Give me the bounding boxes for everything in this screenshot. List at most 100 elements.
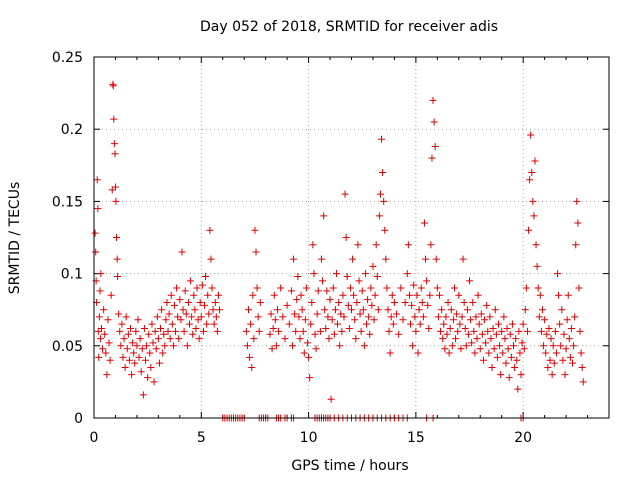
data-point [150, 378, 158, 386]
data-point [418, 298, 426, 306]
data-point [123, 345, 131, 353]
data-point [541, 316, 549, 324]
data-point [470, 327, 478, 335]
data-point [304, 339, 312, 347]
data-point [500, 313, 508, 321]
data-point [133, 342, 141, 350]
data-point [94, 327, 102, 335]
y-tick-labels: 0 0.05 0.1 0.15 0.2 0.25 [52, 50, 83, 427]
data-point [388, 291, 396, 299]
data-point [403, 270, 411, 278]
data-point [410, 281, 418, 289]
data-point [530, 212, 538, 220]
data-point [182, 310, 190, 318]
y-tick-label: 0.1 [61, 267, 83, 283]
data-point [130, 349, 138, 357]
data-point [472, 313, 480, 321]
data-point [409, 342, 417, 350]
data-point [544, 363, 552, 371]
data-point [469, 298, 477, 306]
data-point [526, 176, 534, 184]
data-point [98, 324, 106, 332]
data-point [213, 327, 221, 335]
data-point [360, 342, 368, 350]
data-point [161, 342, 169, 350]
data-point [540, 342, 548, 350]
data-point [460, 298, 468, 306]
data-point [478, 330, 486, 338]
grid-lines [94, 57, 609, 418]
data-point [314, 287, 322, 295]
data-point [552, 349, 560, 357]
data-point [302, 284, 310, 292]
data-point [433, 284, 441, 292]
data-point [570, 342, 578, 350]
data-point [117, 342, 125, 350]
data-point [154, 335, 162, 343]
data-point [194, 316, 202, 324]
y-tick-label: 0.15 [52, 194, 83, 210]
data-point [434, 313, 442, 321]
data-point [531, 157, 539, 165]
data-point [483, 301, 491, 309]
data-point [288, 342, 296, 350]
data-point [146, 349, 154, 357]
data-point [446, 324, 454, 332]
data-point [338, 327, 346, 335]
x-tick-label: 0 [90, 430, 99, 446]
data-point [479, 356, 487, 364]
data-point [99, 345, 107, 353]
data-point [313, 310, 321, 318]
data-point [119, 353, 127, 361]
data-point [174, 313, 182, 321]
y-tick-label: 0.25 [52, 50, 83, 66]
data-point [573, 197, 581, 205]
data-point [415, 306, 423, 314]
data-point [456, 320, 464, 328]
data-point [310, 270, 318, 278]
data-point [520, 345, 528, 353]
data-point [571, 313, 579, 321]
data-point [300, 349, 308, 357]
data-point [198, 281, 206, 289]
data-point [92, 248, 100, 256]
data-point [320, 212, 328, 220]
data-point [144, 374, 152, 382]
data-point [281, 335, 289, 343]
data-point [312, 345, 320, 353]
data-point [493, 353, 501, 361]
data-point [173, 284, 181, 292]
data-point [299, 327, 307, 335]
data-point [245, 306, 252, 314]
x-tick-label: 15 [407, 430, 425, 446]
data-point [287, 287, 295, 295]
data-point [104, 316, 112, 324]
y-tick-label: 0 [74, 411, 83, 427]
data-point [414, 349, 422, 357]
data-point [353, 298, 361, 306]
data-point [562, 345, 570, 353]
data-point [212, 313, 220, 321]
data-point [458, 313, 466, 321]
data-point [275, 327, 283, 335]
data-point [116, 327, 124, 335]
data-point [205, 310, 213, 318]
data-point [109, 82, 117, 90]
data-point [178, 248, 186, 256]
data-point [468, 339, 476, 347]
data-point [293, 296, 301, 304]
data-point [269, 324, 277, 332]
data-point [518, 339, 526, 347]
data-point [249, 291, 257, 299]
data-point [203, 320, 211, 328]
data-point [167, 291, 175, 299]
data-point [169, 342, 177, 350]
data-point [572, 241, 580, 249]
data-point [352, 335, 360, 343]
data-point [442, 313, 450, 321]
data-point [564, 291, 572, 299]
data-point [533, 262, 541, 270]
y-tick-label: 0.05 [52, 339, 83, 355]
data-point [369, 262, 377, 270]
data-point [370, 316, 378, 324]
